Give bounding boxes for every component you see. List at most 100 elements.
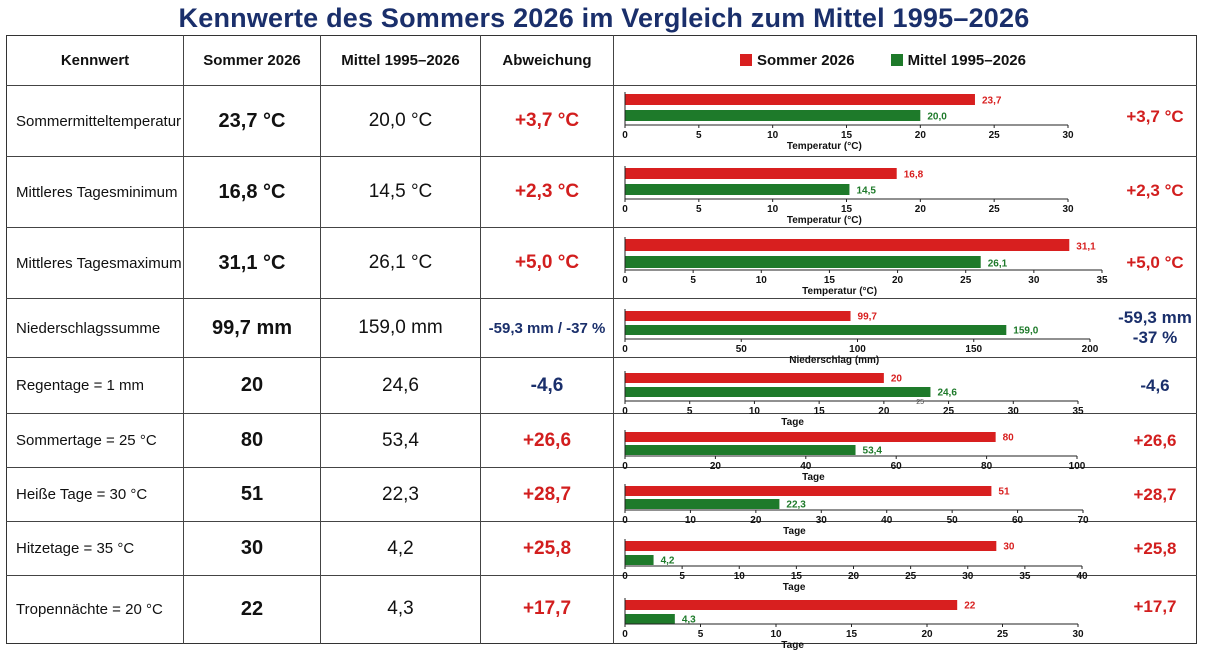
legend-swatch-sommer: [740, 54, 752, 66]
x-tick-label: 0: [622, 406, 628, 417]
x-tick-label: 10: [756, 275, 768, 286]
x-tick-label: 10: [685, 515, 697, 526]
x-tick-label: 50: [736, 344, 748, 355]
x-tick-label: 10: [770, 629, 782, 640]
x-tick-label: 10: [734, 571, 746, 582]
legend-item-mittel: Mittel 1995–2026: [890, 50, 1026, 70]
row-sommer-value: 23,7 °C: [218, 109, 286, 132]
row-abweichung: +5,0 °C: [514, 252, 580, 273]
column-divider: [480, 35, 481, 644]
row-name: Mittleres Tagesmaximum: [16, 254, 182, 272]
row-abweichung-chart: -4,6: [1140, 375, 1170, 395]
row-name: Regentage = 1 mm: [16, 377, 144, 394]
data-label-mittel: 26,1: [988, 259, 1008, 270]
x-axis-title: Tage: [802, 472, 825, 483]
data-label-sommer: 16,8: [904, 170, 924, 181]
data-label-sommer: 23,7: [982, 96, 1002, 107]
row-sommer-value: 31,1 °C: [218, 251, 286, 274]
bar-mittel: [625, 325, 1007, 335]
column-divider: [613, 35, 614, 644]
row-divider: [6, 575, 1197, 576]
row-abweichung: +26,6: [522, 429, 572, 451]
row-mittel-value: 14,5 °C: [368, 181, 433, 202]
row-divider: [6, 85, 1197, 86]
header-abweichung: Abweichung: [502, 52, 592, 69]
bar-mittel: [625, 614, 675, 624]
x-tick-label: 100: [849, 344, 866, 355]
data-label-sommer: 99,7: [858, 312, 878, 323]
x-tick-label: 20: [915, 130, 927, 141]
legend-swatch-mittel: [890, 54, 903, 66]
x-tick-label: 40: [1076, 571, 1088, 582]
row-abweichung: +28,7: [522, 483, 572, 505]
bar-mittel: [625, 555, 654, 565]
x-tick-label: 15: [824, 275, 836, 286]
x-tick-label: 25: [989, 130, 1001, 141]
bar-mittel: [625, 499, 780, 509]
x-tick-label: 15: [841, 204, 853, 215]
legend-item-sommer: Sommer 2026: [740, 50, 855, 70]
x-tick-label: 40: [881, 515, 893, 526]
row-abweichung: +3,7 °C: [514, 110, 580, 131]
header-kennwert: Kennwert: [60, 52, 130, 69]
row-mittel-value: 159,0 mm: [358, 317, 443, 338]
row-abweichung-chart: +3,7 °C: [1126, 107, 1184, 126]
abweichung-chart-line1: -59,3 mm: [1118, 308, 1192, 327]
row-mittel-value: 4,3: [387, 598, 414, 619]
data-label-mittel: 4,2: [661, 556, 675, 567]
x-tick-label: 20: [921, 629, 933, 640]
x-tick-label: 70: [1077, 515, 1089, 526]
x-tick-label: 0: [622, 629, 628, 640]
x-tick-label: 20: [750, 515, 762, 526]
x-tick-label: 0: [622, 571, 628, 582]
data-label-sommer: 22: [964, 601, 976, 612]
x-tick-label: 30: [1028, 275, 1040, 286]
x-axis-title: Temperatur (°C): [787, 215, 862, 226]
bar-sommer: [625, 311, 851, 321]
row-mittel-value: 24,6: [382, 374, 419, 396]
row-mittel-value: 4,2: [387, 537, 414, 559]
data-label-sommer: 30: [1003, 542, 1015, 553]
page-title: Kennwerte des Sommers 2026 im Vergleich …: [178, 3, 1030, 33]
x-tick-label: 20: [878, 406, 890, 417]
row-abweichung-chart: +5,0 °C: [1126, 253, 1184, 272]
row-divider: [6, 413, 1197, 414]
x-tick-label: 0: [622, 461, 628, 472]
data-label-mittel: 53,4: [863, 446, 883, 457]
data-label-mittel: 159,0: [1013, 326, 1038, 337]
bar-mittel: [625, 110, 921, 121]
x-tick-label: 5: [696, 204, 702, 215]
column-divider: [183, 35, 184, 644]
row-divider: [6, 521, 1197, 522]
row-sommer-value: 51: [240, 483, 264, 505]
bar-mittel: [625, 445, 856, 455]
row-sommer-value: 22: [240, 597, 264, 620]
x-tick-label: 0: [622, 130, 628, 141]
row-abweichung: +2,3 °C: [514, 181, 580, 202]
row-sommer-value: 30: [240, 537, 264, 559]
bar-sommer: [625, 432, 996, 442]
row-sommer-value: 20: [240, 374, 264, 396]
x-axis-title: Tage: [783, 526, 806, 537]
row-divider: [6, 227, 1197, 228]
x-tick-label: 5: [679, 571, 685, 582]
x-tick-label: 10: [767, 204, 779, 215]
x-tick-label: 10: [749, 406, 761, 417]
x-tick-label: 25: [943, 406, 955, 417]
data-label-sommer: 80: [1003, 433, 1015, 444]
x-tick-label: 25: [960, 275, 972, 286]
x-tick-label: 100: [1069, 461, 1086, 472]
bar-mittel: [625, 184, 850, 195]
x-tick-label: 20: [848, 571, 860, 582]
bar-sommer: [625, 94, 975, 105]
legend-label-mittel: Mittel 1995–2026: [907, 51, 1026, 69]
data-label-sommer: 31,1: [1076, 242, 1096, 253]
x-tick-label-extra: 25: [916, 399, 924, 406]
row-abweichung: +25,8: [522, 537, 572, 559]
x-tick-label: 15: [841, 130, 853, 141]
header-sommer: Sommer 2026: [203, 52, 301, 69]
x-tick-label: 20: [915, 204, 927, 215]
x-tick-label: 30: [1008, 406, 1020, 417]
row-abweichung-chart: +25,8: [1133, 538, 1177, 558]
row-mittel-value: 53,4: [382, 429, 419, 451]
